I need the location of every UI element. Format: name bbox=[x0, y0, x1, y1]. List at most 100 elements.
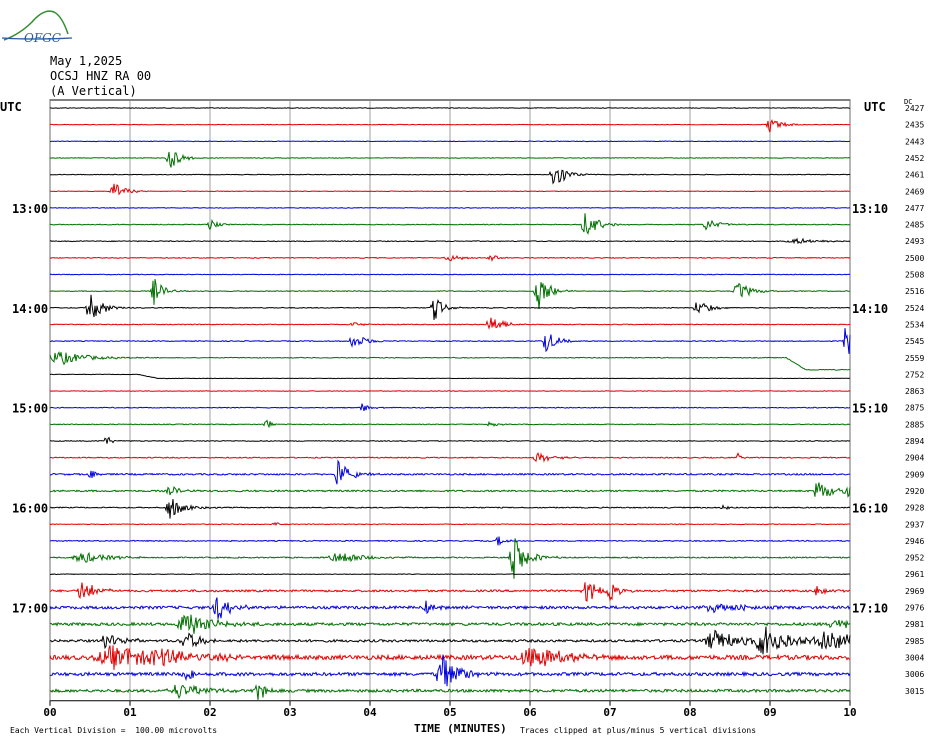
dc-offset-label: 2909 bbox=[905, 470, 924, 479]
dc-offset-label: 2493 bbox=[905, 237, 924, 246]
trace-row bbox=[49, 645, 851, 670]
trace-row bbox=[49, 436, 851, 444]
trace-row bbox=[49, 459, 851, 485]
trace-row bbox=[49, 279, 851, 309]
trace-row bbox=[49, 254, 851, 263]
trace-row bbox=[49, 107, 850, 109]
trace-row bbox=[49, 119, 850, 133]
trace-row bbox=[49, 317, 851, 330]
dc-offset-label: 2545 bbox=[905, 337, 924, 346]
dc-offset-label: 2894 bbox=[905, 437, 924, 446]
dc-offset-label: 2952 bbox=[905, 554, 924, 563]
dc-offset-label: 2477 bbox=[905, 204, 924, 213]
vertical-division-note: Each Vertical Division = 100.00 microvol… bbox=[10, 726, 218, 735]
right-time-label: 16:10 bbox=[852, 502, 888, 516]
trace-row bbox=[49, 390, 851, 392]
x-tick-label: 01 bbox=[123, 706, 137, 719]
right-time-label: 15:10 bbox=[852, 402, 888, 416]
header-component: (A Vertical) bbox=[50, 84, 137, 98]
dc-offset-label: 2427 bbox=[905, 104, 924, 113]
utc-left-label: UTC bbox=[0, 100, 22, 114]
dc-offset-label: 2508 bbox=[905, 271, 924, 280]
dc-offset-label: 2904 bbox=[905, 454, 924, 463]
trace-row bbox=[49, 169, 851, 185]
dc-offset-label: 2969 bbox=[905, 587, 924, 596]
utc-right-label: UTC bbox=[864, 100, 886, 114]
left-time-label: 13:00 bbox=[12, 202, 48, 216]
x-tick-label: 03 bbox=[283, 706, 296, 719]
x-tick-label: 00 bbox=[43, 706, 56, 719]
dc-offset-label: 2928 bbox=[905, 504, 924, 513]
trace-row bbox=[49, 328, 851, 354]
trace-row bbox=[49, 183, 851, 196]
right-time-label: 13:10 bbox=[852, 202, 888, 216]
x-tick-label: 07 bbox=[603, 706, 616, 719]
trace-row bbox=[49, 237, 851, 245]
trace-row bbox=[49, 499, 851, 519]
header-station: OCSJ HNZ RA 00 bbox=[50, 69, 152, 83]
ofgc-logo: OFGC bbox=[2, 10, 72, 44]
clipping-note: Traces clipped at plus/minus 5 vertical … bbox=[520, 726, 757, 735]
trace-row bbox=[49, 521, 851, 526]
header-date: May 1,2025 bbox=[50, 54, 123, 68]
x-tick-label: 02 bbox=[203, 706, 216, 719]
right-time-label: 17:10 bbox=[852, 602, 888, 616]
trace-row bbox=[49, 140, 850, 143]
dc-offset-label: 2435 bbox=[905, 121, 924, 130]
dc-offset-label: 2752 bbox=[905, 370, 924, 379]
left-time-label: 16:00 bbox=[12, 502, 48, 516]
dc-offset-label: 3015 bbox=[905, 687, 924, 696]
trace-row bbox=[49, 373, 851, 380]
x-axis-title: TIME (MINUTES) bbox=[414, 722, 507, 735]
trace-row bbox=[49, 151, 851, 168]
dc-offset-label: 2524 bbox=[905, 304, 924, 313]
trace-row bbox=[49, 273, 851, 276]
trace-row bbox=[49, 419, 851, 429]
dc-offset-label: 3004 bbox=[905, 653, 924, 662]
trace-row bbox=[50, 482, 851, 498]
trace-row bbox=[49, 582, 851, 602]
left-time-label: 14:00 bbox=[12, 302, 48, 316]
dc-offset-label: 2443 bbox=[905, 137, 924, 146]
trace-row bbox=[49, 403, 851, 412]
trace-row bbox=[49, 213, 850, 235]
dc-offset-label: 2937 bbox=[905, 520, 924, 529]
dc-offset-label: 2961 bbox=[905, 570, 924, 579]
trace-row bbox=[49, 626, 851, 655]
right-time-label: 14:10 bbox=[852, 302, 888, 316]
dc-offset-label: 2559 bbox=[905, 354, 924, 363]
dc-label: DC bbox=[904, 98, 913, 106]
trace-row bbox=[49, 597, 851, 619]
trace-row bbox=[49, 614, 851, 634]
dc-offset-label: 2976 bbox=[905, 604, 924, 613]
trace-row bbox=[49, 654, 851, 687]
dc-offset-label: 2516 bbox=[905, 287, 924, 296]
dc-offset-label: 2985 bbox=[905, 637, 924, 646]
trace-row bbox=[49, 683, 851, 700]
dc-offset-label: 2885 bbox=[905, 420, 924, 429]
trace-row bbox=[49, 573, 851, 576]
dc-offset-label: 2863 bbox=[905, 387, 924, 396]
logo-text: OFGC bbox=[24, 31, 61, 44]
dc-offset-label: 2981 bbox=[905, 620, 924, 629]
dc-offset-label: 2534 bbox=[905, 320, 924, 329]
trace-row bbox=[49, 207, 851, 209]
trace-row bbox=[49, 351, 851, 371]
trace-row bbox=[49, 538, 851, 579]
x-tick-label: 06 bbox=[523, 706, 537, 719]
x-tick-label: 08 bbox=[683, 706, 696, 719]
trace-row bbox=[49, 536, 851, 546]
dc-offset-label: 2875 bbox=[905, 404, 924, 413]
trace-row bbox=[49, 294, 851, 320]
x-tick-label: 05 bbox=[443, 706, 456, 719]
dc-offset-label: 2485 bbox=[905, 221, 924, 230]
dc-offset-label: 2946 bbox=[905, 537, 924, 546]
dc-offset-label: 2920 bbox=[905, 487, 924, 496]
dc-offset-label: 3006 bbox=[905, 670, 924, 679]
left-time-label: 17:00 bbox=[12, 602, 48, 616]
x-tick-label: 04 bbox=[363, 706, 377, 719]
x-tick-label: 09 bbox=[763, 706, 776, 719]
x-tick-label: 10 bbox=[843, 706, 856, 719]
left-time-label: 15:00 bbox=[12, 402, 48, 416]
